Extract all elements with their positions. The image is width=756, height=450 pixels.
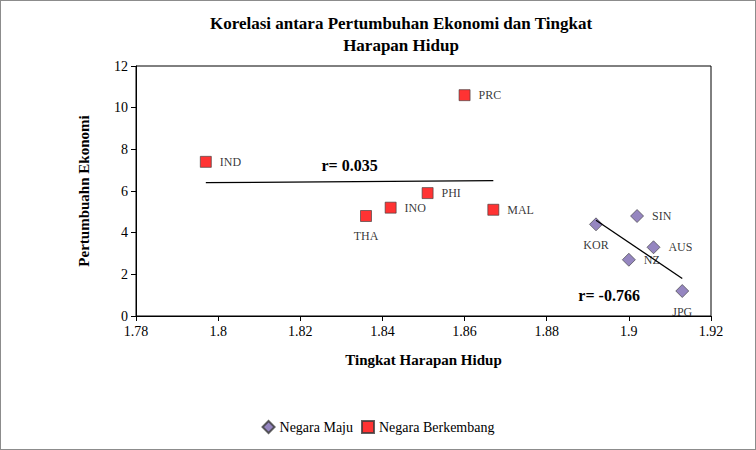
- svg-text:Tingkat Harapan Hidup: Tingkat Harapan Hidup: [345, 352, 501, 368]
- svg-text:Korelasi antara Pertumbuhan Ek: Korelasi antara Pertumbuhan Ekonomi dan …: [210, 14, 592, 33]
- svg-text:6: 6: [121, 184, 128, 199]
- svg-text:Pertumbuahn Ekonomi: Pertumbuahn Ekonomi: [76, 115, 92, 266]
- svg-text:1.78: 1.78: [124, 324, 149, 339]
- svg-text:4: 4: [121, 225, 128, 240]
- svg-text:JPG: JPG: [672, 305, 692, 319]
- svg-text:1.82: 1.82: [288, 324, 313, 339]
- svg-text:IND: IND: [220, 155, 242, 169]
- svg-text:10: 10: [114, 100, 128, 115]
- svg-text:SIN: SIN: [652, 209, 672, 223]
- svg-text:MAL: MAL: [507, 203, 534, 217]
- svg-text:0: 0: [121, 309, 128, 324]
- svg-text:r= 0.035: r= 0.035: [321, 157, 377, 174]
- svg-text:AUS: AUS: [668, 240, 692, 254]
- svg-text:8: 8: [121, 142, 128, 157]
- svg-text:r= -0.766: r= -0.766: [578, 287, 640, 304]
- svg-text:KOR: KOR: [583, 238, 608, 252]
- svg-text:1.9: 1.9: [620, 324, 638, 339]
- svg-text:PHI: PHI: [442, 186, 461, 200]
- svg-text:12: 12: [114, 59, 128, 74]
- svg-text:THA: THA: [354, 229, 379, 243]
- svg-text:NZ: NZ: [643, 252, 660, 267]
- svg-text:Negara Maju: Negara Maju: [280, 420, 353, 435]
- svg-text:1.8: 1.8: [209, 324, 227, 339]
- svg-text:1.84: 1.84: [370, 324, 395, 339]
- svg-text:PRC: PRC: [478, 88, 501, 102]
- svg-text:INO: INO: [405, 201, 427, 215]
- svg-text:1.92: 1.92: [699, 324, 724, 339]
- svg-text:2: 2: [121, 267, 128, 282]
- svg-text:Harapan Hidup: Harapan Hidup: [343, 36, 459, 55]
- svg-text:1.88: 1.88: [534, 324, 559, 339]
- svg-text:Negara Berkembang: Negara Berkembang: [379, 420, 494, 435]
- svg-text:1.86: 1.86: [452, 324, 477, 339]
